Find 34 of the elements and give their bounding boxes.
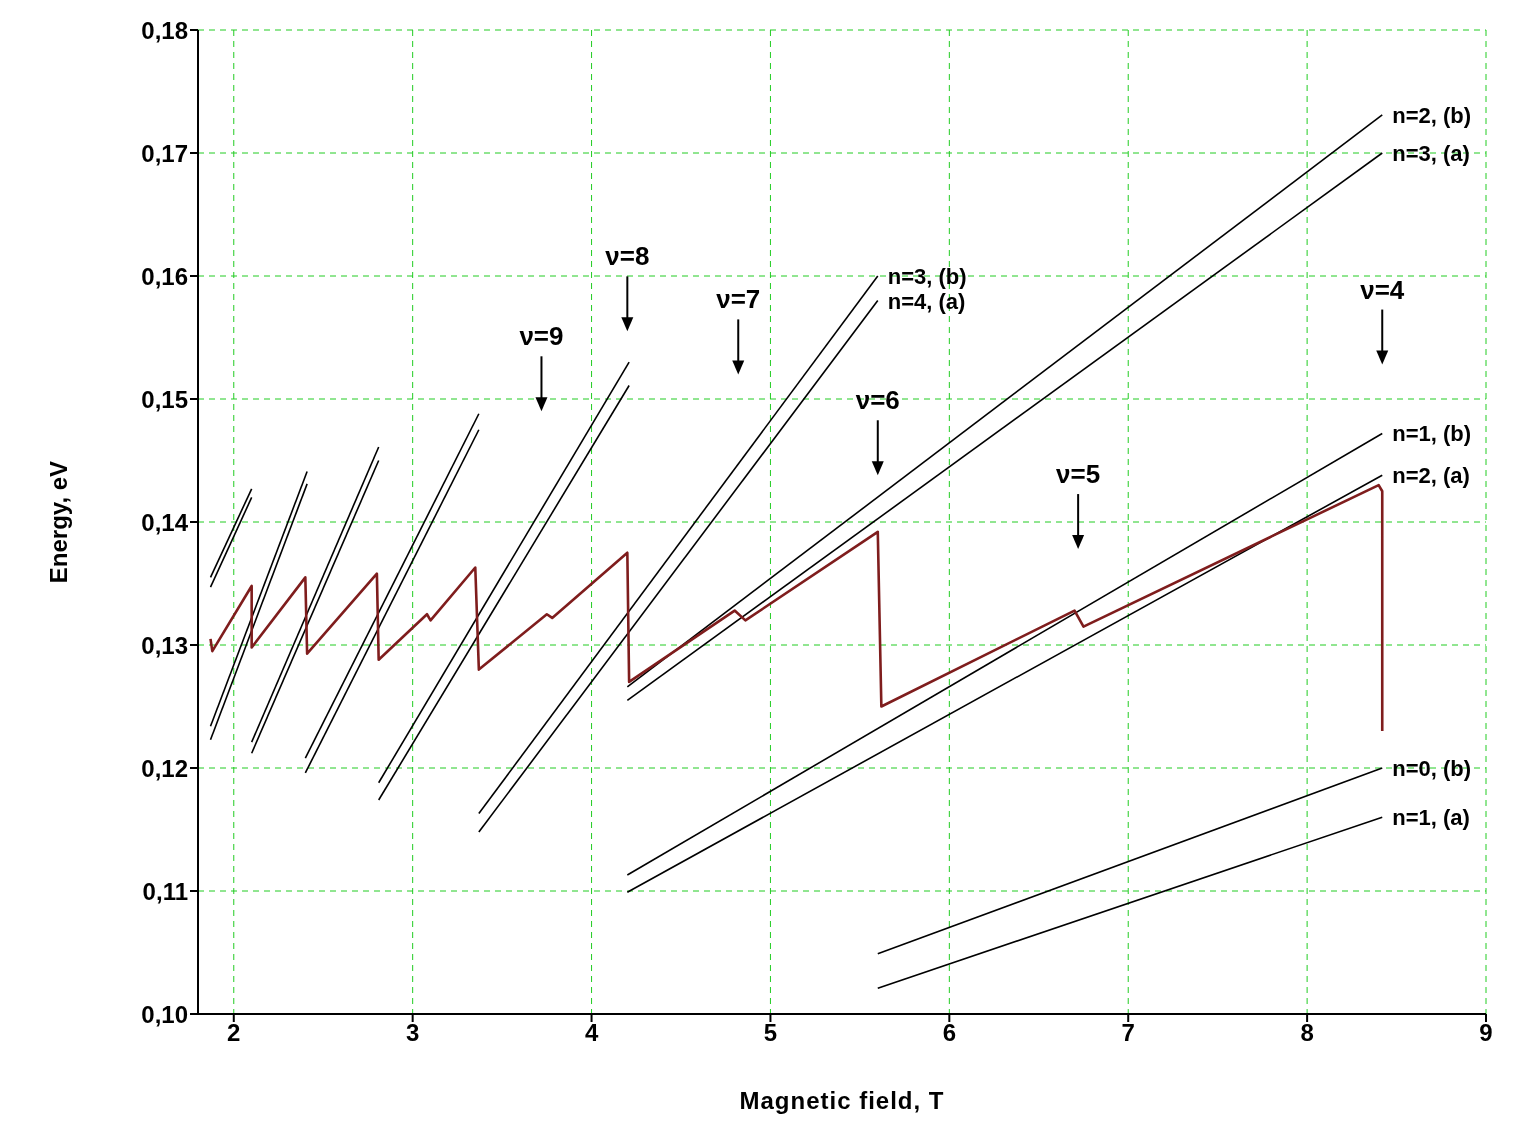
- series-label: n=3, (a): [1392, 141, 1470, 166]
- y-tick-label: 0,11: [142, 877, 188, 905]
- y-axis-title: Energy, eV: [44, 460, 72, 584]
- y-tick-label: 0,18: [141, 16, 188, 44]
- x-tick-label: 6: [942, 1019, 957, 1047]
- y-tick-label: 0,16: [141, 262, 188, 290]
- series-label: n=1, (b): [1392, 421, 1472, 447]
- x-tick-label: 9: [1479, 1019, 1493, 1047]
- annotation: ν=9: [519, 321, 564, 352]
- series-label: n=3, (b): [887, 264, 967, 289]
- y-tick-label: 0,13: [141, 631, 188, 659]
- x-tick-label: 7: [1121, 1019, 1135, 1047]
- x-axis-title: Magnetic field, T: [739, 1087, 945, 1114]
- y-tick-label: 0,10: [141, 1000, 188, 1028]
- annotation: ν=7: [716, 284, 761, 315]
- series-label: n=0, (b): [1392, 756, 1472, 781]
- y-tick-label: 0,15: [141, 385, 188, 413]
- annotation: ν=8: [605, 241, 650, 272]
- annotation: ν=6: [855, 385, 900, 416]
- y-tick-label: 0,12: [141, 754, 188, 782]
- y-tick-label: 0,14: [141, 508, 189, 536]
- annotation: ν=4: [1360, 274, 1405, 305]
- annotation: ν=5: [1056, 459, 1101, 490]
- series-label: n=1, (a): [1392, 805, 1470, 831]
- series-label: n=2, (b): [1392, 102, 1472, 128]
- series-label: n=2, (a): [1392, 463, 1470, 489]
- line-series: [209, 483, 1384, 733]
- x-tick-label: 5: [763, 1019, 778, 1047]
- series-label: n=4, (a): [887, 288, 966, 314]
- x-tick-label: 8: [1300, 1019, 1314, 1047]
- x-tick-label: 4: [584, 1019, 599, 1047]
- x-tick-label: 2: [227, 1019, 241, 1047]
- y-tick-label: 0,17: [141, 139, 188, 167]
- x-tick-label: 3: [405, 1019, 420, 1047]
